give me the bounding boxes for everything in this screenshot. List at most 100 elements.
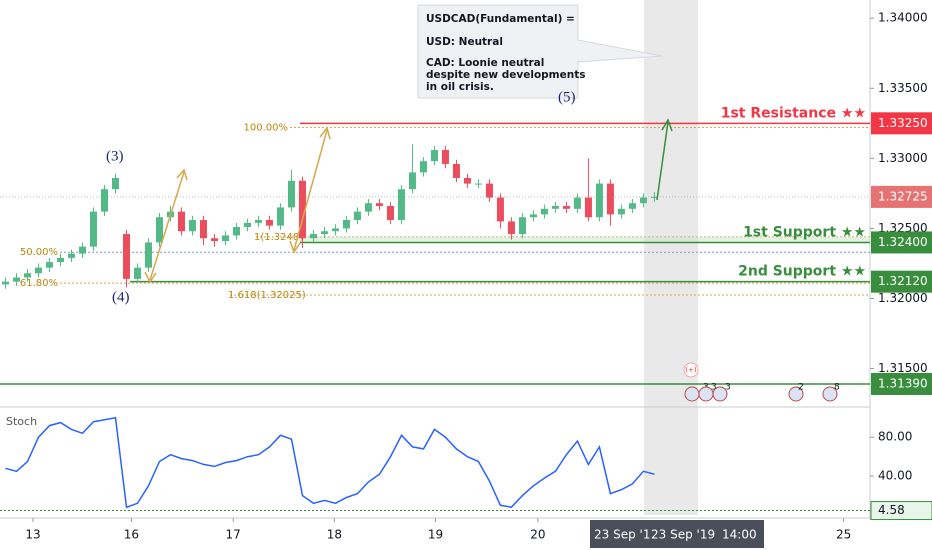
candle-body	[155, 217, 163, 243]
level-name: 1st Resistance ★★	[721, 105, 866, 121]
candle-body	[34, 267, 42, 274]
candle-body	[375, 203, 383, 207]
fib-arrows	[144, 126, 331, 284]
x-tick-label: 16	[124, 528, 139, 542]
stoch-title: Stoch	[6, 415, 37, 428]
x-tick-label: 13	[25, 528, 40, 542]
candle-body	[331, 228, 339, 232]
event-label[interactable]: 2	[798, 383, 804, 393]
fib-label: 61.80%	[20, 278, 58, 289]
x-tick-label: 25	[836, 528, 851, 542]
y-tick-label: 80.00	[878, 430, 912, 444]
candle-body	[45, 262, 53, 268]
candle-body	[573, 197, 581, 209]
candle-body	[397, 189, 405, 221]
candle-body	[89, 211, 97, 247]
candle-body	[12, 277, 20, 282]
candle-body	[562, 206, 570, 209]
note-line: USDCAD(Fundamental) =	[426, 13, 575, 25]
candle-body	[496, 197, 504, 222]
target-arrow	[656, 118, 673, 201]
crosshair-box	[590, 520, 656, 548]
candle-body	[386, 206, 394, 221]
level-box	[871, 372, 932, 395]
candle-body	[639, 197, 647, 204]
last-price-box	[871, 185, 932, 208]
wave-label: (3)	[106, 148, 124, 164]
fib-label: 50.00%	[20, 247, 58, 258]
candle-body	[1, 281, 9, 285]
candle-body	[287, 180, 295, 208]
candle-body	[56, 257, 64, 263]
fib-label: 100.00%	[244, 123, 289, 134]
note-line: USD: Neutral	[426, 36, 503, 48]
candle-body	[221, 235, 229, 242]
x-tick-label: 18	[327, 528, 342, 542]
candle-body	[353, 211, 361, 221]
note-box	[417, 4, 663, 99]
candle-body	[551, 206, 559, 209]
y-tick-label: 40.00	[878, 469, 912, 483]
x-tick-label: 20	[530, 528, 545, 542]
event-icon[interactable]	[683, 362, 699, 378]
candle-body	[650, 196, 658, 198]
x-tick-label: 19	[428, 528, 443, 542]
event-label[interactable]: (+)	[685, 366, 697, 374]
candle-body	[320, 231, 328, 235]
y-tick-label: 1.34000	[878, 11, 928, 25]
y-tick-label: 1.32000	[878, 291, 928, 305]
candle-body	[342, 220, 350, 229]
last-price-label: 1.32725	[878, 189, 928, 203]
y-tick-label: 1.32500	[878, 221, 928, 235]
candle-body	[133, 267, 141, 279]
level-name: 2nd Support ★★	[738, 264, 866, 280]
event-label[interactable]: 3	[725, 383, 731, 393]
event-label[interactable]: 3	[711, 383, 717, 393]
candle-body	[485, 183, 493, 198]
candle-body	[177, 211, 185, 232]
y-tick-label: 1.33500	[878, 81, 928, 95]
candle-body	[298, 180, 306, 239]
level-label: 1.33250	[878, 116, 928, 130]
candle-body	[507, 221, 515, 235]
candle-body	[606, 183, 614, 215]
note-line: CAD: Loonie neutral	[426, 57, 544, 69]
candle-body	[518, 217, 526, 235]
event-label[interactable]: 8	[834, 383, 840, 393]
candle-body	[309, 234, 317, 239]
y-tick-label: 1.33000	[878, 151, 928, 165]
candle-body	[67, 253, 75, 258]
candle-body	[276, 207, 284, 226]
stoch-level-label: 4.58	[878, 503, 905, 517]
x-tick-label: 17	[226, 528, 241, 542]
candle-body	[243, 222, 251, 228]
fib-label: 1.618(1.32025)	[228, 290, 306, 301]
event-icons[interactable]: 3 3 3 2 8	[684, 383, 840, 402]
candle-body	[441, 149, 449, 164]
candle-body	[419, 161, 427, 173]
wave-label: (4)	[112, 289, 130, 305]
candle-body	[144, 242, 152, 268]
y-tick-label: 1.31500	[878, 361, 928, 375]
note-line: in oil crisis.	[426, 81, 494, 93]
level-box	[871, 231, 932, 254]
note-line: despite new developments	[426, 69, 586, 81]
crosshair-label: 14:00	[722, 528, 757, 542]
stoch-level-box	[870, 501, 932, 521]
crosshair-label: 23 Sep '19	[651, 528, 715, 542]
stoch-line	[5, 416, 655, 509]
candle-body	[529, 214, 537, 218]
candle-body	[254, 220, 262, 223]
level-box	[871, 270, 932, 293]
candle-body	[463, 177, 471, 184]
candle-body	[617, 208, 625, 215]
fib-label: 1(1.3248)	[254, 232, 303, 243]
candle-body	[122, 234, 130, 279]
wave-label: (5)	[558, 89, 576, 105]
candle-body	[210, 238, 218, 242]
candle-body	[628, 203, 636, 209]
candle-body	[452, 163, 460, 178]
support-zone	[300, 236, 870, 243]
